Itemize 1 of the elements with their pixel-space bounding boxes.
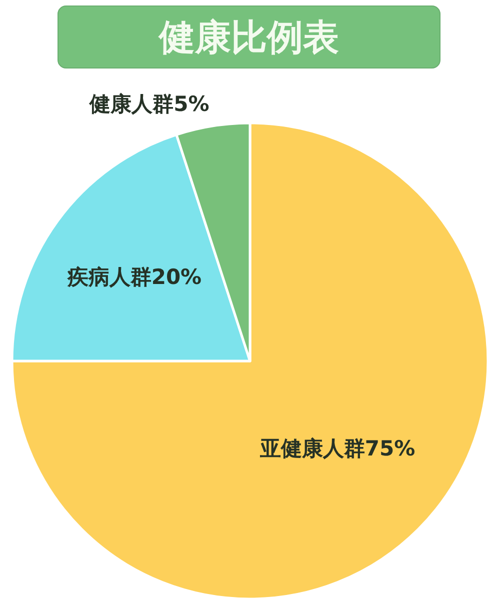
title: 健康比例表 xyxy=(159,18,339,58)
